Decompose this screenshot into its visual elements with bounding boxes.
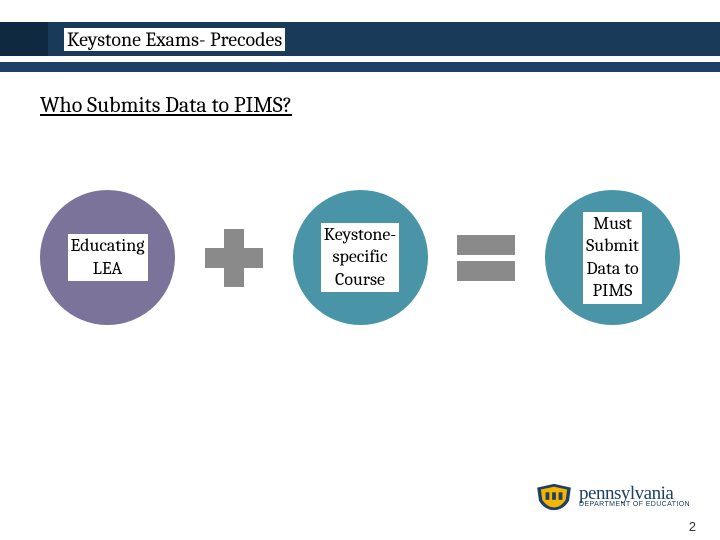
- equation-circle-1: EducatingLEA: [40, 190, 175, 325]
- page-number: 2: [689, 519, 696, 534]
- footer-logo: pennsylvania DEPARTMENT OF EDUCATION: [535, 482, 690, 512]
- circle-1-label: EducatingLEA: [68, 234, 148, 281]
- title-bar: Keystone Exams- Precodes: [0, 22, 720, 56]
- slide-title: Keystone Exams- Precodes: [64, 28, 285, 51]
- subtitle: Who Submits Data to PIMS?: [40, 92, 292, 118]
- logo-text: pennsylvania DEPARTMENT OF EDUCATION: [579, 485, 690, 508]
- pa-shield-icon: [535, 482, 573, 512]
- title-underline: [0, 62, 720, 72]
- logo-main-text: pennsylvania: [579, 485, 690, 502]
- circle-2-label: Keystone-specificCourse: [321, 223, 399, 293]
- equation-circle-2: Keystone-specificCourse: [293, 190, 428, 325]
- equation-row: EducatingLEA Keystone-specificCourse Mus…: [40, 190, 680, 325]
- title-bar-accent: [0, 22, 48, 56]
- circle-3-label: MustSubmitData toPIMS: [583, 212, 642, 304]
- logo-sub-text: DEPARTMENT OF EDUCATION: [579, 502, 690, 508]
- plus-icon: [205, 229, 263, 287]
- equation-circle-3: MustSubmitData toPIMS: [545, 190, 680, 325]
- equals-icon: [457, 229, 515, 287]
